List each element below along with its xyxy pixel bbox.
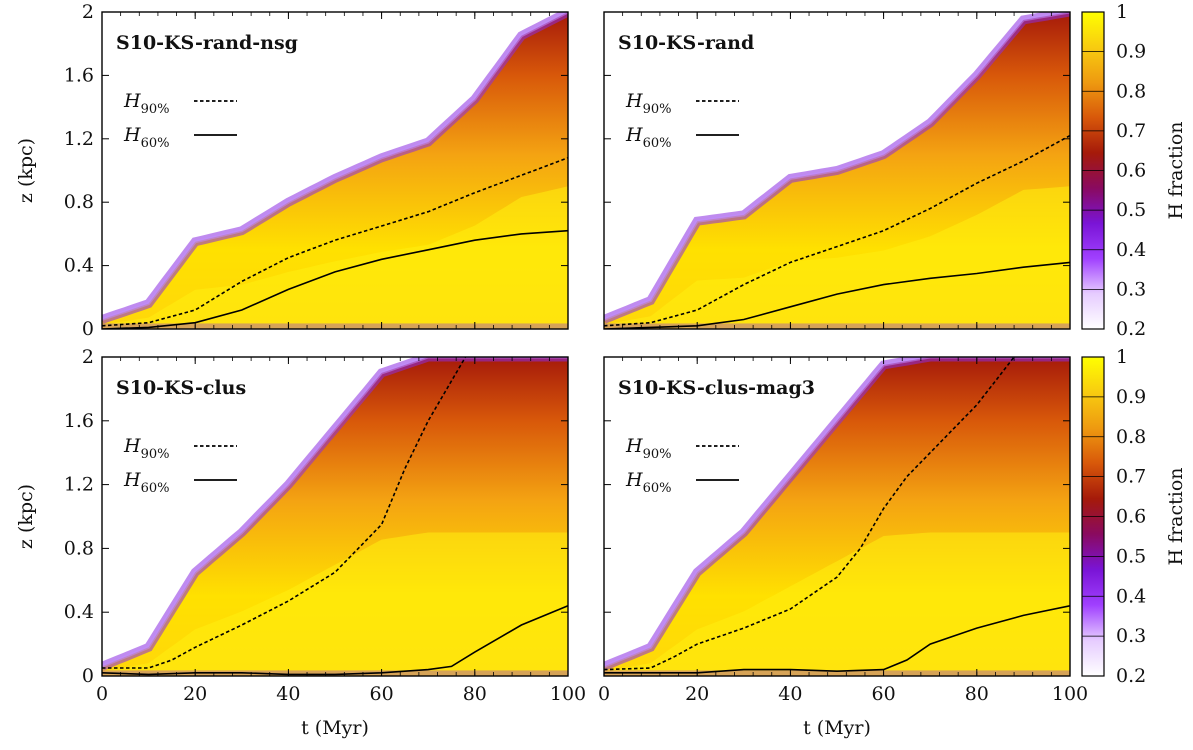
midplane-layer	[102, 323, 568, 329]
colorbar-tick-label: 0.6	[1116, 160, 1146, 182]
y-tick-label: 0.8	[64, 191, 94, 213]
curve-h90	[102, 357, 467, 669]
colorbar-tick-label: 0.3	[1116, 278, 1146, 300]
colorbar-label: H fraction	[1165, 467, 1187, 565]
legend-label: H90%	[625, 435, 671, 462]
curve-h90	[102, 157, 568, 327]
colorbar-1: 0.2 0.3 0.4 0.5 0.6 0.7 0.8 0.9 1 H fraction	[1081, 1, 1187, 340]
midplane-layer	[102, 670, 568, 676]
plot-frame	[603, 356, 1071, 677]
y-tick-label: 1.6	[64, 64, 94, 86]
plot-frame	[101, 356, 569, 677]
y-tick-label: 0	[82, 665, 94, 687]
legend-label: H60%	[625, 124, 671, 151]
x-tick-label: 20	[685, 683, 709, 705]
legend-label: H60%	[625, 469, 671, 496]
colorbar-tick-label: 0.7	[1116, 466, 1146, 488]
colorbar-tick-label: 0.7	[1116, 120, 1146, 142]
y-tick-label: 0.4	[64, 255, 94, 277]
y-axis-label: z (kpc)	[15, 484, 37, 549]
heat-core	[102, 186, 568, 329]
y-tick-label: 0	[82, 318, 94, 340]
curve-h90	[604, 357, 1015, 671]
colorbar-tick-label: 1	[1116, 346, 1128, 368]
colorbar-tick-label: 0.2	[1116, 665, 1146, 687]
colorbar-tick-label: 0.9	[1116, 41, 1146, 63]
heat-core	[604, 186, 1070, 329]
panel-2: S10-KS-rand H90% H60%	[603, 11, 1071, 330]
x-tick-label: 0	[598, 683, 610, 705]
curve-h60	[604, 261, 1070, 329]
colorbar-tick-label: 0.6	[1116, 506, 1146, 528]
x-tick-label: 0	[96, 683, 108, 705]
colorbar-tick-label: 0.5	[1116, 199, 1146, 221]
colorbar-tick-label: 0.4	[1116, 585, 1146, 607]
colorbar-tick-label: 0.3	[1116, 625, 1146, 647]
heatmap-area	[102, 12, 568, 329]
midplane-layer	[604, 323, 1070, 329]
curve-h90	[604, 134, 1070, 327]
panel-title: S10-KS-clus	[116, 377, 246, 399]
legend-label: H90%	[625, 90, 671, 117]
legend-label: H60%	[123, 124, 169, 151]
heatmap-area	[604, 12, 1070, 329]
y-tick-label: 2	[82, 1, 94, 23]
y-axis-label: z (kpc)	[15, 138, 37, 203]
colorbar-tick-label: 0.5	[1116, 545, 1146, 567]
y-tick-label: 0.8	[64, 537, 94, 559]
panel-title: S10-KS-clus-mag3	[618, 377, 815, 399]
legend-label: H60%	[123, 469, 169, 496]
y-tick-label: 0.4	[64, 601, 94, 623]
x-tick-label: 20	[183, 683, 207, 705]
x-tick-label: 80	[965, 683, 989, 705]
x-tick-label: 60	[872, 683, 896, 705]
x-tick-label: 60	[370, 683, 394, 705]
curve-h60	[102, 229, 568, 329]
x-tick-label: 40	[276, 683, 300, 705]
panel-3: 0 20 40 60 80 100 0 0.4 0.8 1.2 1.6 2 S10-KS-clus H90…	[15, 346, 586, 739]
colorbar-tick-label: 0.8	[1116, 80, 1146, 102]
midplane-layer	[604, 670, 1070, 676]
curve-h60	[604, 605, 1070, 674]
panels: 0 0.4 0.8 1.2 1.6 2 S10-KS-rand-nsg H90% H60% z (…	[15, 1, 1088, 739]
x-axis-label: t (Myr)	[301, 717, 369, 739]
y-tick-label: 2	[82, 346, 94, 368]
heat-core	[604, 532, 1070, 676]
legend-label: H90%	[123, 90, 169, 117]
panel-title: S10-KS-rand-nsg	[116, 32, 298, 54]
y-tick-label: 1.2	[64, 128, 94, 150]
y-tick-label: 1.6	[64, 410, 94, 432]
panel-title: S10-KS-rand	[618, 32, 754, 54]
heat-core	[102, 532, 568, 676]
x-tick-label: 40	[778, 683, 802, 705]
x-tick-label: 80	[463, 683, 487, 705]
colorbar-tick-label: 0.2	[1116, 318, 1146, 340]
x-axis-label: t (Myr)	[803, 717, 871, 739]
y-tick-label: 1.2	[64, 474, 94, 496]
x-tick-label: 100	[1052, 683, 1088, 705]
x-tick-label: 100	[550, 683, 586, 705]
heatmap-area	[604, 357, 1070, 676]
plot-frame	[101, 11, 569, 330]
colorbars: 0.20.30.40.50.60.70.80.91H fraction0.20.…	[1081, 1, 1187, 687]
panel-4: 0 20 40 60 80 100 S10-KS-clus-mag3 H90% H60% t (M…	[598, 356, 1088, 739]
legend-label: H90%	[123, 435, 169, 462]
colorbar-tick-label: 0.8	[1116, 426, 1146, 448]
panel-1: 0 0.4 0.8 1.2 1.6 2 S10-KS-rand-nsg H90% H60% z (…	[15, 1, 569, 340]
colorbar-tick-label: 0.4	[1116, 239, 1146, 261]
curve-h60	[102, 605, 568, 676]
plot-frame	[603, 11, 1071, 330]
colorbar-tick-label: 0.9	[1116, 386, 1146, 408]
colorbar-label: H fraction	[1165, 121, 1187, 219]
colorbar-tick-label: 1	[1116, 1, 1128, 23]
colorbar-2: 0.2 0.3 0.4 0.5 0.6 0.7 0.8 0.9 1 H fraction	[1081, 346, 1187, 687]
heatmap-area	[102, 357, 568, 676]
